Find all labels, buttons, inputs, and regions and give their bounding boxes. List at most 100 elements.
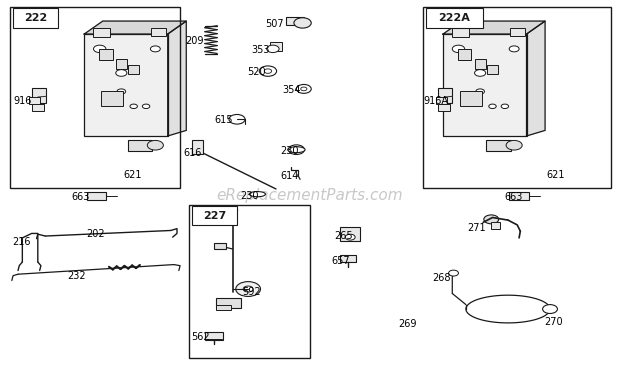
Circle shape <box>148 140 164 150</box>
Bar <box>214 243 226 249</box>
Text: 354: 354 <box>282 85 301 94</box>
Circle shape <box>117 89 126 94</box>
Polygon shape <box>168 21 186 136</box>
Text: 663: 663 <box>505 192 523 202</box>
Circle shape <box>236 282 260 296</box>
Text: 615: 615 <box>214 115 232 125</box>
Bar <box>87 192 107 201</box>
Text: 520: 520 <box>247 67 265 77</box>
Circle shape <box>542 305 557 314</box>
Bar <box>205 332 223 340</box>
Bar <box>32 104 44 111</box>
Bar <box>189 205 310 358</box>
Circle shape <box>301 87 307 91</box>
Text: 663: 663 <box>72 192 90 202</box>
Circle shape <box>345 234 355 240</box>
Text: 353: 353 <box>251 45 270 55</box>
Bar <box>286 17 304 25</box>
Text: 268: 268 <box>433 273 451 283</box>
Text: eReplacementParts.com: eReplacementParts.com <box>216 188 404 203</box>
Ellipse shape <box>288 147 305 153</box>
Bar <box>509 192 529 201</box>
Circle shape <box>476 89 484 94</box>
Bar <box>32 88 46 103</box>
Bar <box>423 7 611 188</box>
Circle shape <box>509 46 519 52</box>
Bar <box>13 9 58 28</box>
Text: 202: 202 <box>86 229 105 239</box>
Bar <box>84 34 168 136</box>
Polygon shape <box>526 21 545 136</box>
Bar <box>270 42 281 51</box>
Bar <box>486 140 511 151</box>
Circle shape <box>501 104 508 109</box>
Bar <box>451 28 469 37</box>
Bar <box>29 97 40 105</box>
Text: 614: 614 <box>280 171 299 181</box>
Bar <box>510 28 525 36</box>
Bar <box>436 97 447 105</box>
Bar <box>443 34 526 136</box>
Circle shape <box>506 140 522 150</box>
Text: 269: 269 <box>398 319 417 329</box>
Circle shape <box>243 286 253 292</box>
Ellipse shape <box>249 192 265 197</box>
Circle shape <box>288 145 304 154</box>
Bar <box>151 28 166 36</box>
Bar <box>10 7 180 188</box>
Circle shape <box>151 46 161 52</box>
Text: 916: 916 <box>13 96 32 106</box>
Text: 657: 657 <box>332 256 350 266</box>
Circle shape <box>452 45 464 52</box>
Circle shape <box>259 66 277 76</box>
Text: 621: 621 <box>123 170 142 180</box>
Bar <box>487 65 498 74</box>
Text: 916A: 916A <box>424 96 449 106</box>
Circle shape <box>489 104 496 109</box>
Bar <box>474 58 485 69</box>
Circle shape <box>474 70 485 76</box>
Bar <box>491 222 500 230</box>
Bar <box>99 49 113 60</box>
Circle shape <box>294 18 311 28</box>
Text: 271: 271 <box>467 222 486 232</box>
Text: 507: 507 <box>265 19 284 29</box>
Text: 227: 227 <box>203 211 226 221</box>
Bar <box>116 58 127 69</box>
Bar <box>216 298 241 308</box>
Circle shape <box>448 270 458 276</box>
Bar <box>438 104 450 111</box>
Text: 621: 621 <box>546 170 565 180</box>
Bar <box>93 28 110 37</box>
Text: 230: 230 <box>241 191 259 201</box>
Bar <box>460 92 482 106</box>
Bar <box>216 305 231 310</box>
Bar <box>101 92 123 106</box>
Bar <box>192 206 237 225</box>
Polygon shape <box>84 21 186 34</box>
Text: 616: 616 <box>183 148 202 158</box>
Text: 592: 592 <box>242 286 260 296</box>
Bar <box>128 140 153 151</box>
Circle shape <box>484 215 498 224</box>
Text: 562: 562 <box>191 332 210 342</box>
Text: 209: 209 <box>185 36 203 46</box>
Circle shape <box>296 84 311 93</box>
Bar <box>192 140 203 154</box>
Bar <box>340 227 360 241</box>
Text: 222: 222 <box>24 13 47 23</box>
Bar <box>458 49 471 60</box>
Circle shape <box>229 115 245 124</box>
Text: 222A: 222A <box>438 13 470 23</box>
Circle shape <box>94 45 106 52</box>
Circle shape <box>143 104 150 109</box>
Bar <box>438 88 451 103</box>
Bar <box>426 9 482 28</box>
Text: 265: 265 <box>335 231 353 241</box>
Bar <box>128 65 140 74</box>
Polygon shape <box>443 21 545 34</box>
Text: 216: 216 <box>12 237 30 247</box>
Text: 230: 230 <box>280 146 299 156</box>
Circle shape <box>264 69 272 73</box>
Text: 232: 232 <box>68 271 86 281</box>
